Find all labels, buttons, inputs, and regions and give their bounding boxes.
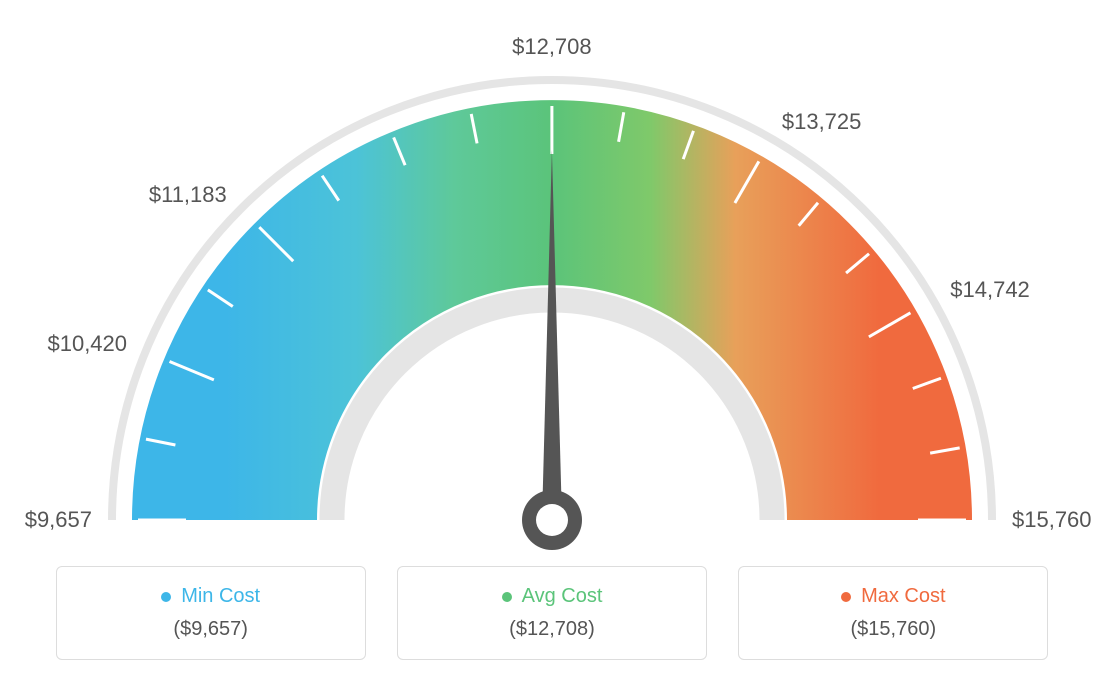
legend-card-min: Min Cost ($9,657) — [56, 566, 366, 660]
gauge-chart — [0, 50, 1104, 580]
legend-value-max: ($15,760) — [739, 618, 1047, 641]
gauge-tick-label: $12,708 — [512, 34, 592, 60]
gauge-area: $9,657 $10,420 $11,183 $12,708 $13,725 $14,74… — [0, 0, 1104, 530]
gauge-tick-label: $11,183 — [149, 182, 227, 208]
legend-dot-max — [841, 592, 851, 602]
legend-title-avg: Avg Cost — [502, 585, 603, 608]
legend-title-min: Min Cost — [161, 585, 260, 608]
legend-card-max: Max Cost ($15,760) — [738, 566, 1048, 660]
gauge-tick-label: $14,742 — [950, 277, 1030, 303]
legend-title-max: Max Cost — [841, 585, 945, 608]
cost-gauge-widget: $9,657 $10,420 $11,183 $12,708 $13,725 $14,74… — [0, 0, 1104, 690]
legend-label-min: Min Cost — [181, 585, 260, 608]
legend-card-avg: Avg Cost ($12,708) — [397, 566, 707, 660]
legend-label-avg: Avg Cost — [522, 585, 603, 608]
legend-row: Min Cost ($9,657) Avg Cost ($12,708) Max… — [0, 566, 1104, 660]
gauge-tick-label: $10,420 — [47, 331, 127, 357]
gauge-tick-label: $15,760 — [1012, 507, 1092, 533]
gauge-tick-label: $9,657 — [25, 507, 92, 533]
gauge-tick-label: $13,725 — [782, 109, 862, 135]
legend-dot-min — [161, 592, 171, 602]
legend-label-max: Max Cost — [861, 585, 945, 608]
legend-value-min: ($9,657) — [57, 618, 365, 641]
legend-dot-avg — [502, 592, 512, 602]
legend-value-avg: ($12,708) — [398, 618, 706, 641]
